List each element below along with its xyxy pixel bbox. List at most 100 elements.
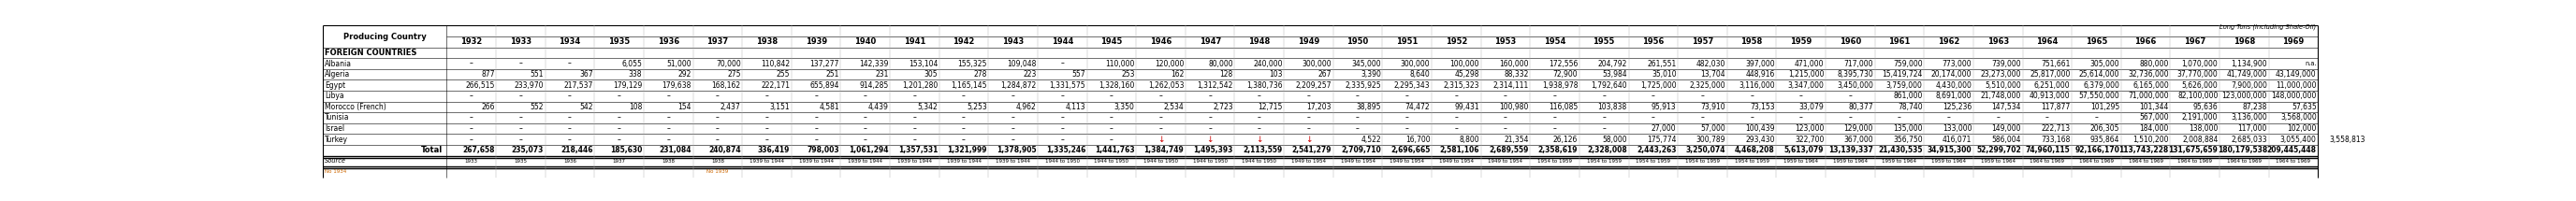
Text: 3,116,000: 3,116,000 [1739,81,1775,89]
Text: ↓: ↓ [1206,135,1213,144]
Text: –: – [1553,92,1556,100]
Text: 1,378,905: 1,378,905 [997,146,1036,154]
Text: 1951: 1951 [1396,38,1417,46]
Text: 471,000: 471,000 [1795,59,1824,68]
Text: Egypt: Egypt [325,81,345,89]
Text: –: – [569,135,572,144]
Text: 43,149,000: 43,149,000 [2275,70,2316,79]
Text: 100,980: 100,980 [1499,103,1528,111]
Text: 1948: 1948 [1249,38,1270,46]
Text: –: – [1012,124,1015,133]
Text: Morocco (French): Morocco (French) [325,103,386,111]
Text: 1967: 1967 [2184,38,2205,46]
Text: 222,713: 222,713 [2040,124,2071,133]
Text: –: – [1061,135,1064,144]
Text: –: – [1798,92,1803,100]
Text: 1949 to 1954: 1949 to 1954 [1440,159,1473,163]
Text: 95,636: 95,636 [2192,103,2218,111]
Text: –: – [1355,114,1360,122]
Text: 3,390: 3,390 [1360,70,1381,79]
Text: 128: 128 [1221,70,1234,79]
Text: 1,938,978: 1,938,978 [1543,81,1579,89]
Text: ↓: ↓ [1306,135,1311,144]
Text: –: – [765,114,768,122]
Text: 71,000,000: 71,000,000 [2128,92,2169,100]
Text: 1964 to 1969: 1964 to 1969 [2030,159,2063,163]
Text: –: – [912,135,917,144]
Text: Algeria: Algeria [325,70,350,79]
Text: 1964 to 1969: 1964 to 1969 [2277,159,2311,163]
Text: 1,357,531: 1,357,531 [899,146,938,154]
Text: –: – [1455,124,1458,133]
Text: 1964 to 1969: 1964 to 1969 [2079,159,2115,163]
Text: 1,441,763: 1,441,763 [1095,146,1133,154]
Text: –: – [469,114,474,122]
Text: 2,709,710: 2,709,710 [1342,146,1381,154]
Text: –: – [1159,114,1162,122]
Text: 162: 162 [1170,70,1185,79]
Text: 1949 to 1954: 1949 to 1954 [1489,159,1522,163]
Text: 275: 275 [726,70,742,79]
Text: 2,534: 2,534 [1164,103,1185,111]
Text: 1,495,393: 1,495,393 [1193,146,1234,154]
Text: 4,581: 4,581 [819,103,840,111]
Text: 1944 to 1950: 1944 to 1950 [1095,159,1128,163]
Text: 222,171: 222,171 [760,81,791,89]
Text: –: – [1455,114,1458,122]
Text: 551: 551 [531,70,544,79]
Text: 120,000: 120,000 [1154,59,1185,68]
Text: 240,874: 240,874 [708,146,742,154]
Text: –: – [1257,114,1262,122]
Text: –: – [1110,135,1113,144]
Text: 1963: 1963 [1986,38,2009,46]
Text: 58,000: 58,000 [1602,135,1628,144]
Text: 73,910: 73,910 [1700,103,1726,111]
Text: 1,321,999: 1,321,999 [948,146,987,154]
Text: 5,342: 5,342 [917,103,938,111]
Text: 5,510,000: 5,510,000 [1986,81,2022,89]
Text: –: – [1306,124,1311,133]
Text: 266: 266 [482,103,495,111]
Text: 52,299,702: 52,299,702 [1976,146,2022,154]
Text: –: – [814,135,819,144]
Text: –: – [569,124,572,133]
Text: 8,800: 8,800 [1458,135,1479,144]
Text: –: – [961,124,966,133]
Text: 1940: 1940 [855,38,876,46]
Text: 1939 to 1944: 1939 to 1944 [997,159,1030,163]
Text: –: – [961,135,966,144]
Text: –: – [1012,92,1015,100]
Text: –: – [1012,114,1015,122]
Text: –: – [518,124,523,133]
Text: 1937: 1937 [613,159,626,163]
Text: –: – [1110,92,1113,100]
Text: 1,070,000: 1,070,000 [2182,59,2218,68]
Text: –: – [1504,114,1507,122]
Text: 1,725,000: 1,725,000 [1641,81,1677,89]
Text: 1959 to 1964: 1959 to 1964 [1932,159,1965,163]
Text: 4,439: 4,439 [868,103,889,111]
Text: 40,913,000: 40,913,000 [2030,92,2071,100]
Text: Turkey: Turkey [325,135,348,144]
Text: ↓: ↓ [1255,135,1262,144]
Text: 267,658: 267,658 [461,146,495,154]
Text: Israel: Israel [325,124,345,133]
Text: –: – [1700,92,1705,100]
Text: Libya: Libya [325,92,345,100]
Text: 397,000: 397,000 [1747,59,1775,68]
Text: 27,000: 27,000 [1651,124,1677,133]
Text: –: – [469,124,474,133]
Text: 102,000: 102,000 [2287,124,2316,133]
Text: –: – [667,135,670,144]
Text: 1959 to 1964: 1959 to 1964 [1981,159,2014,163]
Text: 1941: 1941 [904,38,925,46]
Text: 2,335,925: 2,335,925 [1345,81,1381,89]
Text: –: – [814,124,819,133]
Text: 5,626,000: 5,626,000 [2182,81,2218,89]
Text: 2,113,559: 2,113,559 [1242,146,1283,154]
Text: 586,004: 586,004 [1991,135,2022,144]
Text: 1939 to 1944: 1939 to 1944 [945,159,981,163]
Text: –: – [1110,124,1113,133]
Text: 1,284,872: 1,284,872 [999,81,1036,89]
Text: 655,894: 655,894 [809,81,840,89]
